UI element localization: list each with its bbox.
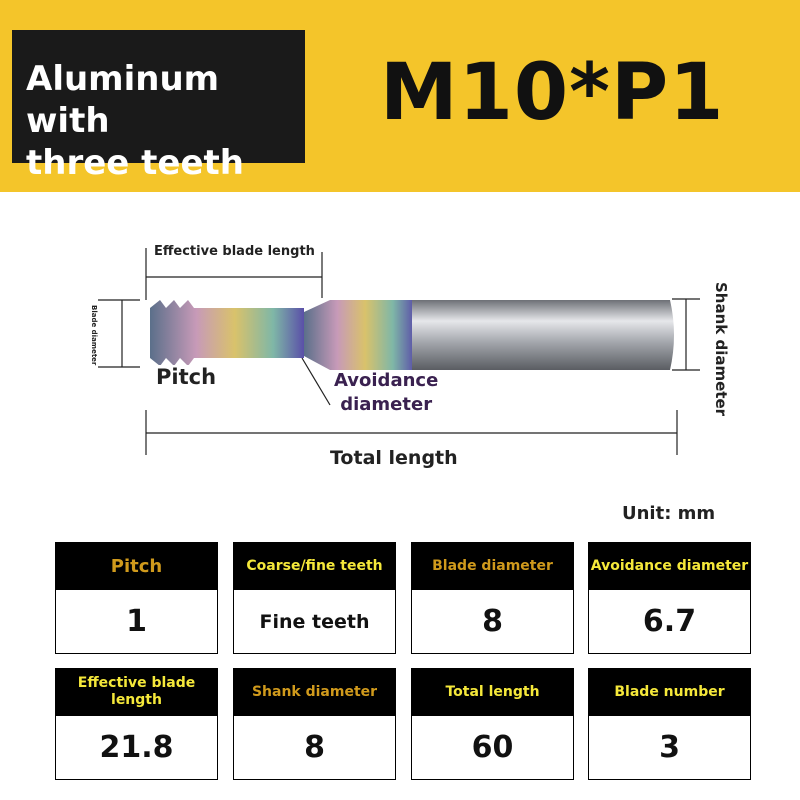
spec-cell: Coarse/fine teeth Fine teeth xyxy=(233,542,396,654)
spec-label: Avoidance diameter xyxy=(588,542,751,590)
spec-cell: Shank diameter 8 xyxy=(233,668,396,780)
model-title: M10*P1 xyxy=(380,48,725,138)
tool-blade xyxy=(150,300,304,366)
unit-label: Unit: mm xyxy=(622,503,716,524)
spec-value: Fine teeth xyxy=(233,590,396,654)
label-total-length: Total length xyxy=(330,447,458,469)
tool-neck xyxy=(304,300,415,370)
spec-cell: Blade diameter 8 xyxy=(411,542,574,654)
spec-cell: Total length 60 xyxy=(411,668,574,780)
spec-value: 60 xyxy=(411,716,574,780)
label-avoidance-diameter: Avoidance diameter xyxy=(334,369,438,417)
blade-diameter-line2: diameter xyxy=(90,329,98,366)
spec-value: 8 xyxy=(233,716,396,780)
spec-label: Total length xyxy=(411,668,574,716)
tool-diagram xyxy=(98,248,700,455)
spec-label: Blade number xyxy=(588,668,751,716)
spec-value: 1 xyxy=(55,590,218,654)
spec-label: Blade diameter xyxy=(411,542,574,590)
product-type-box: Aluminum with three teeth xyxy=(12,30,305,183)
tool-shank xyxy=(412,300,674,370)
spec-cell: Pitch 1 xyxy=(55,542,218,654)
avoidance-line2: diameter xyxy=(340,394,433,415)
spec-label: Pitch xyxy=(55,542,218,590)
spec-cell: Blade number 3 xyxy=(588,668,751,780)
spec-value: 6.7 xyxy=(588,590,751,654)
spec-label: Coarse/fine teeth xyxy=(233,542,396,590)
label-pitch: Pitch xyxy=(156,365,217,389)
label-blade-diameter: Blade diameter xyxy=(90,305,98,365)
spec-value: 8 xyxy=(411,590,574,654)
spec-label: Effective blade length xyxy=(55,668,218,716)
avoidance-line1: Avoidance xyxy=(334,370,439,391)
title-line-1: Aluminum with xyxy=(26,59,220,141)
label-effective-blade-length: Effective blade length xyxy=(154,244,315,259)
title-line-2: three teeth xyxy=(26,143,245,183)
blade-diameter-line1: Blade xyxy=(90,305,98,328)
spec-label: Shank diameter xyxy=(233,668,396,716)
spec-cell: Avoidance diameter 6.7 xyxy=(588,542,751,654)
spec-value: 21.8 xyxy=(55,716,218,780)
spec-cell: Effective blade length 21.8 xyxy=(55,668,218,780)
label-shank-diameter: Shank diameter xyxy=(712,282,730,417)
spec-value: 3 xyxy=(588,716,751,780)
